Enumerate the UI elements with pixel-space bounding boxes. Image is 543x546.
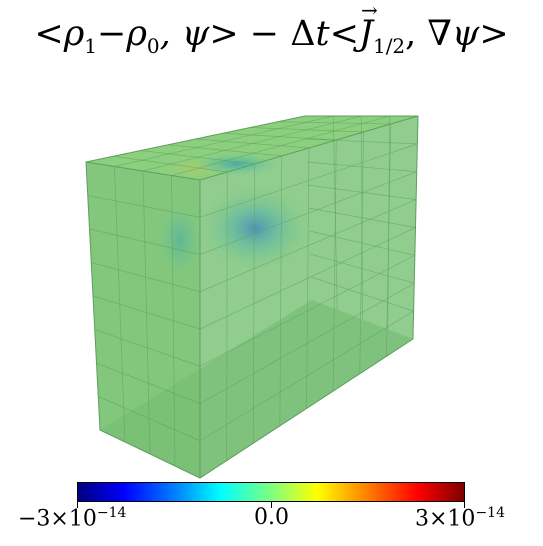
front-face-gridline	[87, 195, 201, 218]
top-face-gridline	[140, 150, 255, 165]
front-face-gridline	[91, 262, 201, 293]
colorbar-tick-min	[77, 502, 78, 508]
top-face-gridline	[222, 132, 337, 141]
field-blob-side	[156, 200, 204, 280]
right-face-gridline	[199, 143, 418, 218]
front-face-gridline	[98, 396, 201, 442]
top-face-gridline	[250, 127, 364, 133]
front-face-gridline	[89, 228, 201, 255]
front-face-gridline	[96, 362, 201, 404]
front-face-gridline	[94, 329, 201, 367]
colorbar-label-max: 3×10−14	[415, 505, 505, 532]
top-face-gridline	[168, 144, 282, 157]
right-face-gridline	[199, 171, 417, 255]
colorbar-gradient	[77, 482, 465, 502]
colorbar	[77, 482, 465, 508]
top-face-gridline	[113, 155, 228, 173]
back-face-gridline	[311, 276, 414, 312]
right-face-gridline	[199, 199, 417, 293]
top-face-gridline	[195, 138, 310, 149]
back-face-gridline	[308, 207, 416, 228]
mesh-gridlines	[87, 115, 418, 467]
box-inner-floor	[100, 300, 413, 478]
front-face-gridline	[92, 295, 201, 330]
back-face-gridline	[310, 253, 415, 284]
colorbar-tick-max	[464, 502, 465, 508]
colorbar-label-min: −3×10−14	[18, 505, 127, 532]
right-face-gridline	[199, 227, 416, 330]
right-face-gridline	[199, 310, 414, 442]
right-face-gridline	[199, 282, 415, 404]
colorbar-tick-mid	[271, 502, 272, 508]
colorbar-label-mid: 0.0	[254, 505, 289, 530]
back-face-gridline	[306, 161, 417, 173]
back-face-gridline	[305, 138, 418, 145]
top-face-gridline	[277, 121, 391, 125]
right-face-gridline	[199, 255, 416, 367]
back-face-gridline	[307, 184, 417, 200]
figure-title: <ρ1−ρ0, ψ> − Δt< → J1/2, ∇ψ>	[34, 0, 509, 58]
back-face-gridline	[309, 230, 415, 256]
